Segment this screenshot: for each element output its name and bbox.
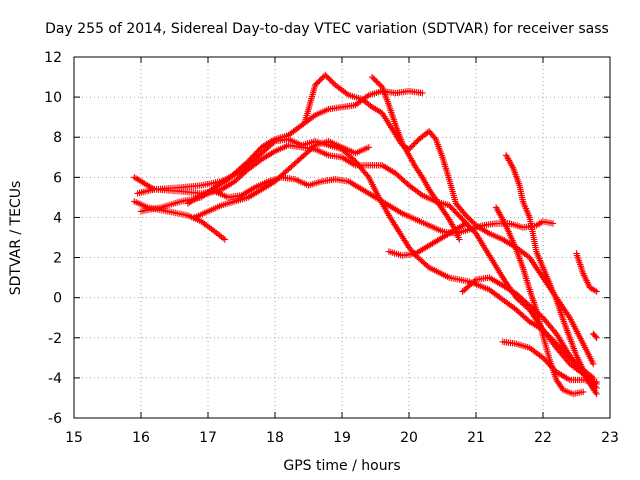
y-tick-label: 10 [44, 90, 62, 106]
x-tick-label: 22 [534, 430, 552, 446]
series-track-l [492, 204, 587, 398]
grid [74, 57, 610, 418]
y-tick-label: 6 [53, 170, 62, 186]
data-point-markers [590, 330, 600, 341]
series-track-m [502, 152, 600, 398]
y-tick-labels: -6 -4 -2 0 2 4 6 8 10 12 [44, 50, 62, 427]
axis-ticks [73, 56, 611, 419]
x-tick-label: 15 [65, 430, 83, 446]
data-series [131, 71, 600, 398]
y-tick-label: 4 [53, 210, 62, 226]
data-point-markers [492, 204, 587, 398]
x-tick-label: 18 [266, 430, 284, 446]
y-tick-label: 2 [53, 251, 62, 267]
y-axis-label: SDTVAR / TECUs [8, 181, 24, 296]
series-track-a [131, 198, 228, 243]
series-line [134, 138, 594, 379]
series-track-b [131, 136, 597, 382]
series-track-e [184, 174, 557, 237]
series-track-d [137, 87, 426, 215]
x-tick-label: 19 [333, 430, 351, 446]
series-track-n [573, 250, 600, 295]
y-tick-label: -6 [48, 411, 62, 427]
x-tick-label: 16 [132, 430, 150, 446]
x-tick-label: 17 [199, 430, 217, 446]
x-tick-label: 21 [467, 430, 485, 446]
series-track-o [590, 330, 600, 341]
y-tick-label: -2 [48, 331, 62, 347]
series-track-i [385, 220, 470, 259]
y-tick-label: 0 [53, 291, 62, 307]
x-tick-labels: 15 16 17 18 19 20 21 22 23 [65, 430, 619, 446]
x-axis-label: GPS time / hours [283, 458, 400, 474]
data-point-markers [385, 220, 470, 259]
y-tick-label: -4 [48, 371, 62, 387]
data-point-markers [368, 73, 463, 243]
data-point-markers [191, 138, 372, 221]
data-point-markers [573, 250, 600, 295]
x-tick-label: 23 [601, 430, 619, 446]
data-point-markers [131, 136, 597, 382]
series-track-h [368, 73, 463, 243]
y-tick-label: 12 [44, 50, 62, 66]
series-track-f [191, 138, 372, 221]
data-point-markers [502, 152, 600, 398]
x-tick-label: 20 [400, 430, 418, 446]
data-point-markers [184, 174, 557, 237]
data-point-markers [137, 87, 426, 215]
y-tick-label: 8 [53, 130, 62, 146]
chart-title: Day 255 of 2014, Sidereal Day-to-day VTE… [45, 21, 609, 37]
